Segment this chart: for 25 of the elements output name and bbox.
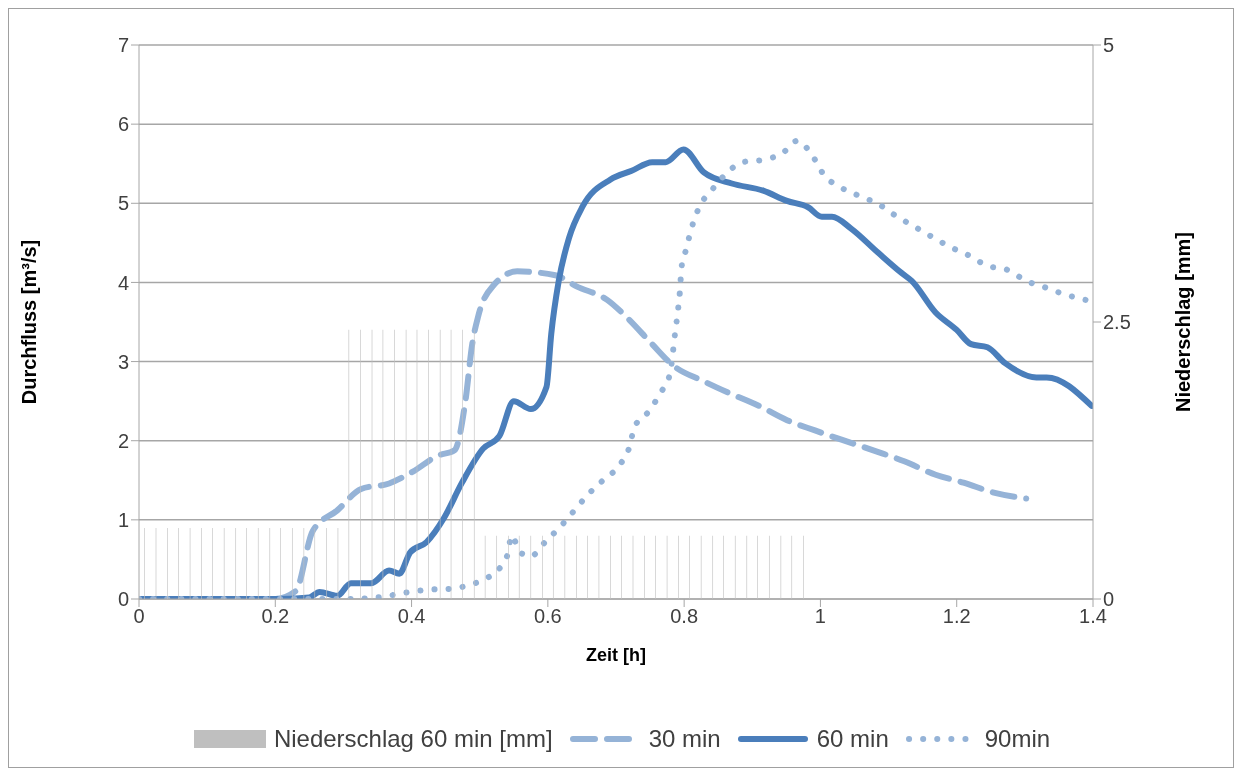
legend-label: 90min (984, 725, 1051, 753)
y2-tick-label: 2.5 (1103, 311, 1131, 334)
x-tick-label: 0 (133, 605, 145, 628)
y-axis-title: Durchfluss [m³/s] (18, 239, 41, 405)
legend-label: 60 min (816, 725, 889, 753)
y-tick-label: 1 (117, 508, 129, 531)
x-axis-title: Zeit [h] (586, 645, 646, 665)
y-tick-label: 0 (117, 588, 129, 611)
y-tick-label: 7 (117, 34, 129, 57)
y-tick-label: 4 (117, 271, 129, 294)
legend-label: 30 min (648, 725, 721, 753)
y-tick-label: 2 (117, 429, 129, 452)
x-tick-label: 0.4 (397, 605, 426, 628)
legend-label: Niederschlag 60 min [mm] (273, 725, 553, 753)
y-tick-label: 3 (117, 350, 129, 373)
x-tick-label: 1 (814, 605, 826, 628)
x-tick-label: 0.2 (261, 605, 290, 628)
x-tick-label: 1.2 (942, 605, 971, 628)
y2-axis-title: Niederschlag [mm] (1172, 231, 1195, 413)
x-tick-label: 0.8 (670, 605, 699, 628)
y-tick-label: 5 (117, 192, 129, 215)
y2-tick-label: 5 (1103, 34, 1115, 57)
x-tick-label: 0.6 (533, 605, 562, 628)
y-tick-label: 6 (117, 113, 129, 136)
x-tick-label: 1.4 (1079, 605, 1107, 628)
